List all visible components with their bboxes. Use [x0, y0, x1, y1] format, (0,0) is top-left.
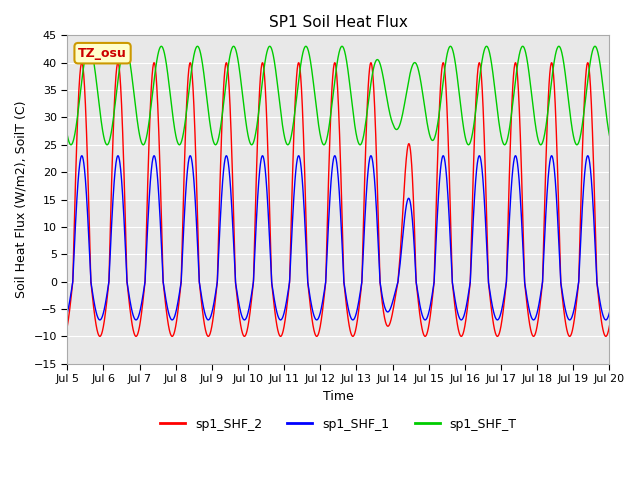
sp1_SHF_2: [602, 334, 610, 339]
sp1_SHF_1: [595, 293, 603, 299]
X-axis label: Time: Time: [323, 390, 354, 403]
sp1_SHF_1: [157, 244, 165, 250]
sp1_SHF_1: [537, 292, 545, 298]
sp1_SHF_1: [271, 302, 279, 308]
sp1_SHF_2: [157, 219, 165, 225]
Y-axis label: Soil Heat Flux (W/m2), SoilT (C): Soil Heat Flux (W/m2), SoilT (C): [15, 101, 28, 298]
sp1_SHF_1: [605, 310, 613, 315]
Text: TZ_osu: TZ_osu: [78, 47, 127, 60]
sp1_SHF_1: [295, 153, 303, 159]
sp1_SHF_T: [605, 132, 613, 138]
sp1_SHF_1: [78, 153, 86, 158]
sp1_SHF_1: [63, 310, 71, 315]
sp1_SHF_2: [537, 298, 545, 303]
Title: SP1 Soil Heat Flux: SP1 Soil Heat Flux: [269, 15, 408, 30]
sp1_SHF_T: [595, 56, 603, 61]
sp1_SHF_T: [271, 65, 279, 71]
sp1_SHF_2: [78, 60, 86, 66]
sp1_SHF_2: [125, 300, 133, 306]
sp1_SHF_2: [63, 323, 71, 329]
sp1_SHF_2: [595, 299, 603, 305]
sp1_SHF_T: [67, 142, 75, 148]
Legend: sp1_SHF_2, sp1_SHF_1, sp1_SHF_T: sp1_SHF_2, sp1_SHF_1, sp1_SHF_T: [156, 413, 522, 436]
sp1_SHF_2: [605, 323, 613, 329]
sp1_SHF_T: [591, 43, 599, 49]
sp1_SHF_1: [602, 317, 610, 323]
Line: sp1_SHF_T: sp1_SHF_T: [67, 46, 609, 145]
sp1_SHF_2: [271, 313, 279, 319]
Line: sp1_SHF_2: sp1_SHF_2: [67, 63, 609, 336]
Line: sp1_SHF_1: sp1_SHF_1: [67, 156, 609, 320]
sp1_SHF_T: [295, 75, 303, 81]
sp1_SHF_2: [295, 60, 303, 66]
sp1_SHF_T: [537, 142, 545, 148]
sp1_SHF_T: [157, 43, 165, 49]
sp1_SHF_T: [125, 56, 133, 61]
sp1_SHF_T: [63, 132, 71, 138]
sp1_SHF_1: [125, 294, 133, 300]
